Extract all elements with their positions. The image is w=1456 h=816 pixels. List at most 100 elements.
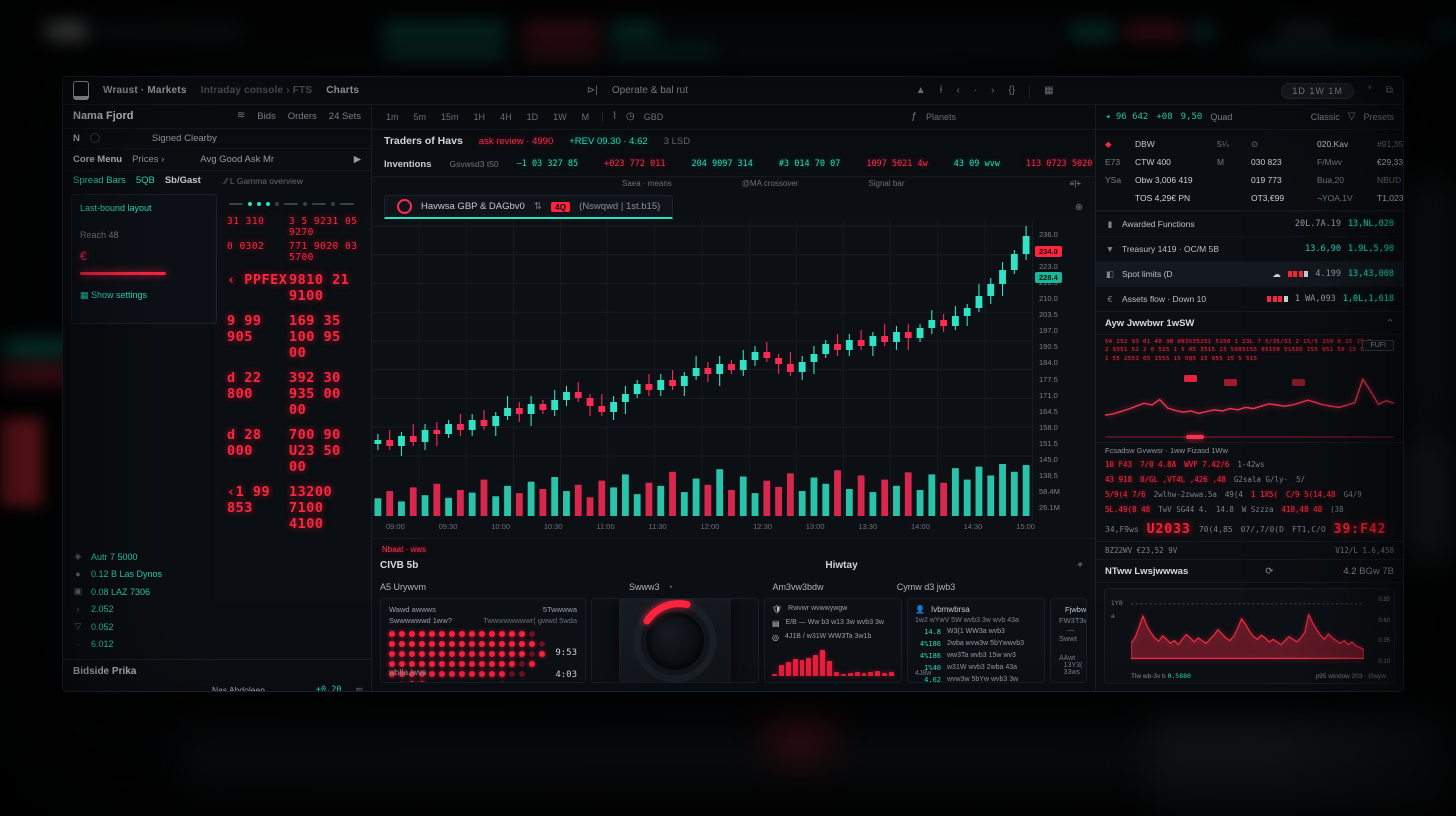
quick-panel: Last-bound layout Reach 48 € ▦ Show sett… [71,194,217,324]
indicators-label[interactable]: Planets [925,112,956,122]
mini-watch-item[interactable]: › 2.052 [73,604,361,614]
timeframe-pill[interactable]: 1D 1W 1M [1281,82,1354,99]
timeframe-1W[interactable]: 1W [553,112,567,122]
panel-head-annotations[interactable]: Am3vw3bdw [772,582,824,592]
flag-marker-icon [1292,379,1305,386]
timeframe-15m[interactable]: 15m [441,112,459,122]
orderbook-row[interactable]: d 22 800 392 30 935 00 00 [227,370,341,418]
indicators-icon[interactable]: ƒ [911,111,917,122]
pagination-strip[interactable] [229,198,359,210]
account-row[interactable]: ▼ Treasury 1419 · OC/M 5B 13.6,90 1.9L,5,90 [1096,236,1403,261]
show-settings-link[interactable]: ▦ Show settings [80,290,148,300]
menu-markets[interactable]: Wraust · Markets [103,85,187,96]
timeframe-M[interactable]: M [581,112,590,122]
sidebar-tab-2[interactable]: 24 Sets [328,110,361,122]
orderbook-row[interactable]: 0 0302 771 9020 03 5700 [227,241,358,263]
account-row[interactable]: ▮ Awarded Functions 20L.7A.19 13,NL,020 [1096,211,1403,236]
sidebar-tab-1[interactable]: Orders [287,110,317,122]
timeframe-5m[interactable]: 5m [413,112,427,122]
alert-icon[interactable]: ▲ [915,84,926,96]
ticker-quote: 43 09 wvw [953,159,1000,169]
magnet-icon[interactable]: ⌇ [612,111,617,122]
orderbook-row[interactable]: ‹1 99 853 13200 7100 4100 [227,484,333,532]
add-panel-button[interactable]: + [1077,559,1083,571]
timeframe-1D[interactable]: 1D [526,112,539,122]
compare-bars-panel: Fjwbws Gwww FW3T3wvwa — Swwt A Awt 13Y3(… [1050,598,1087,683]
sidebar-tab-0[interactable]: Bids [257,110,276,122]
refresh-icon[interactable]: ⟳ [1265,565,1274,577]
time-tick: 14:00 [910,522,930,531]
mini-watch-item[interactable]: ● 0.12 B Las Dynos [73,569,361,579]
account-row[interactable]: ◧ Spot limits (D ☁ 4.199 13,43,008 [1096,261,1403,286]
positions-row[interactable]: TOS 4,29€ PN OT3,€99 ¬YOA.1V T1,023 [1135,193,1404,203]
braces-icon[interactable]: {} [1008,84,1016,96]
fufi-button[interactable]: FUFI [1362,340,1394,351]
symbol-tab[interactable]: Havwsa GBP & DAGbv0 ⇅ 4Q (Nswqwd | 1st.b… [384,195,674,219]
panel-head-systems[interactable]: A5 Urywvm [380,582,427,592]
pair-row[interactable]: Nas Abdoleen +0.20 ▥ [212,685,363,691]
last-bound-link[interactable]: Last-bound layout [80,203,152,213]
price-tick: 164.5 [1039,406,1058,416]
prices-link[interactable]: Prices › [132,153,165,165]
chevron-left-icon[interactable]: ‹ [956,84,960,96]
timeframe-4H[interactable]: 4H [500,112,512,122]
text-cursor-icon[interactable]: Ɨ [939,84,943,96]
item-icon: ● [75,569,81,579]
spread-bars-link[interactable]: Spread Bars [73,175,126,186]
presets-tab[interactable]: Presets [1363,112,1394,122]
grid-icon[interactable]: ▦ [1044,84,1054,96]
center-column: 1m 5m 15m 1H 4H 1D 1W M ⌇ ◷ GBD ƒ Planets Trade… [372,105,1095,691]
timeframe-1H[interactable]: 1H [473,112,486,122]
orderbook-row[interactable]: d 28 000 700 90 U23 50 00 [227,427,341,475]
gbd-label[interactable]: GBD [643,112,664,122]
list-icon[interactable]: ≋ [236,109,246,121]
classic-tab[interactable]: Classic [1310,112,1340,122]
quad-label[interactable]: Quad [1210,112,1233,122]
positions-row[interactable]: YSa Obw 3,006 419 019 773 Bua,20 NBUD [1105,175,1402,185]
symbol-compare-icon[interactable]: ⇅ [533,201,542,212]
mini-watch-item[interactable]: ▣ 0.08 LAZ 7306 [73,586,151,597]
gamma-overview-label: ⁄⁄ L Gamma overview [224,175,303,186]
mini-watch-item[interactable]: ▽ 0.052 [74,621,114,632]
mini-watch-item[interactable]: ◈ Autr 7 5000 [74,551,138,562]
cloud-icon: ☁ [1272,268,1281,279]
meta-list: ◆MNBI DWI◉W Bzsamane▾01.19 2018 7B ·····… [71,683,199,691]
panel-head-compare[interactable]: Cymw d3 jwb3 [896,582,956,592]
time-axis[interactable]: 09:00 09:30 10:00 10:30 11:00 11:30 12:00 12:30… [372,520,1095,538]
mini-watch-item[interactable]: · 6.012 [73,639,361,649]
time-tick: 13:30 [858,522,878,531]
candlestick-plot[interactable] [372,220,1032,520]
price-tick: 184.0 [1039,358,1058,368]
price-axis[interactable]: 234.0 228.4 236.0229.5223.0216.5210.0203… [1032,220,1095,520]
clock-icon[interactable]: ◷ [625,111,635,122]
timeframe-1m[interactable]: 1m [386,112,399,122]
chevron-right-icon[interactable]: › [991,84,995,96]
core-menu-label[interactable]: Core Menu [73,153,123,165]
p5-foot-right: Awt 13Y3( 33ws [1063,655,1083,676]
orderbook-row[interactable]: 31 310 3 5 9231 05 9270 [227,216,358,238]
gauge-knob[interactable] [619,599,731,682]
signed-toggle-label[interactable]: N [73,132,80,144]
chart-view-controls[interactable]: ≡|+ [1069,179,1081,188]
window-restore-icon[interactable]: ⧉ [1385,84,1393,96]
orderbook-row[interactable]: ‹ PPFEX 9810 21 9100 [227,272,350,304]
item-icon: ▣ [73,586,83,596]
annotations-histogram [772,647,895,676]
filter-icon[interactable]: ▽ [1347,111,1356,122]
layout-split-icon[interactable]: ⊳| [586,84,598,96]
chart-settings-icon[interactable]: ⊕ [1075,201,1083,213]
time-tick: 12:30 [753,522,772,531]
led-grid-row: 10 F43 7/0 4.8A WVF 7.42/6 1-42ws [1105,460,1265,469]
account-row[interactable]: € Assets flow · Down 10 1 WA,093 1,0L,1,618 [1096,286,1403,311]
collapse-chevron-icon[interactable]: ⌃ [1386,317,1394,329]
price-tick: 158.0 [1039,422,1058,432]
sidebar-title: Nama Fjord [73,110,134,123]
orderbook-row[interactable]: 9 99 905 169 35 100 95 00 [227,313,341,361]
menu-console[interactable]: Intraday console › FTS [200,85,313,96]
play-icon[interactable]: ▶ [353,153,361,165]
menu-charts[interactable]: Charts [326,85,360,96]
panel-head-sensors[interactable]: Swww3 ◔ [629,582,673,592]
mini-watchlist: ◈ Autr 7 5000 ● 0.12 B Las Dynos ▣ 0.08 LAZ 7… [63,543,371,657]
